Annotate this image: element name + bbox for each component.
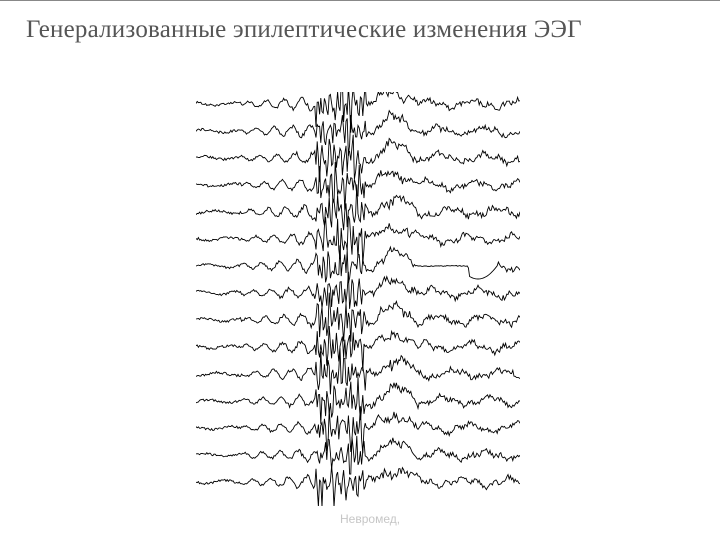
eeg-trace-9 [196,326,520,371]
eeg-svg [196,92,520,506]
title-divider [0,0,720,1]
eeg-trace-1 [196,111,520,156]
eeg-trace-11 [196,377,520,423]
watermark: Невромед, [340,512,400,526]
eeg-trace-14 [196,466,520,506]
eeg-trace-12 [196,406,520,453]
eeg-chart [196,92,520,506]
eeg-trace-2 [196,135,520,182]
page-title: Генерализованные эпилептические изменени… [26,14,694,45]
eeg-trace-13 [196,436,520,474]
eeg-trace-8 [196,293,520,342]
